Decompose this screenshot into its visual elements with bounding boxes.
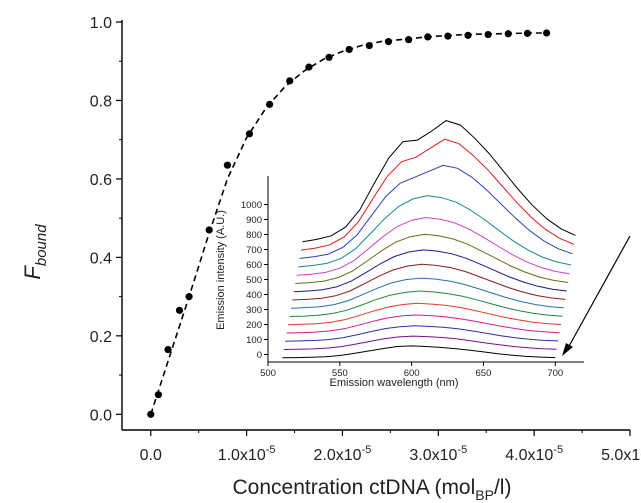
spectrum-line (289, 290, 563, 317)
inset-x-ticks: 500 550 600 650 700 (260, 362, 563, 379)
inset-x-tick-label: 700 (547, 368, 563, 379)
inset-spectra (282, 120, 576, 359)
inset-x-axis-label: Emission wavelength (nm) (330, 377, 459, 389)
y-tick-label: 0.2 (90, 329, 112, 346)
inset-y-tick-label: 0 (257, 350, 262, 361)
inset-x-tick-label: 550 (332, 368, 348, 379)
spectrum-line (300, 138, 575, 251)
data-point (164, 345, 172, 354)
y-axis-label: Fbound (20, 224, 50, 280)
inset-x-tick-label: 600 (404, 368, 420, 379)
main-plot: 0.0 0.2 0.4 0.6 0.8 1.0 0.0 1.0x10-5 2.0x10-5 3.… (20, 15, 641, 503)
data-point (384, 38, 393, 46)
data-point (484, 30, 492, 39)
y-tick-label: 0.6 (90, 172, 112, 189)
data-point (345, 45, 353, 54)
spectrum-line (285, 325, 559, 342)
data-point (504, 30, 512, 38)
inset-y-tick-label: 1000 (241, 200, 262, 211)
spectrum-line (296, 216, 570, 276)
inset-x-tick-label: 500 (260, 368, 276, 379)
inset-y-ticks: 0 100 200 300 400 500 600 700 800 900 1000 (241, 200, 268, 361)
data-point (464, 31, 472, 39)
x-axis-label: Concentration ctDNA (molBP/l) (233, 476, 512, 503)
inset-y-tick-label: 600 (246, 260, 262, 271)
spectrum-line (293, 249, 567, 293)
inset-y-tick-label: 900 (246, 215, 262, 226)
x-tick-label: 2.0x10-5 (314, 444, 372, 464)
data-point (286, 77, 294, 85)
inset-y-tick-label: 300 (246, 305, 262, 316)
inset-y-tick-label: 500 (246, 275, 262, 286)
data-point (523, 29, 532, 37)
main-axes (121, 20, 630, 431)
y-tick-label: 0.0 (90, 407, 112, 424)
data-point (543, 29, 551, 37)
spectrum-line (283, 335, 557, 350)
inset-y-tick-label: 200 (246, 320, 262, 331)
inset-x-tick-label: 650 (476, 368, 492, 379)
spectrum-line (286, 314, 560, 334)
y-tick-label: 0.4 (90, 250, 112, 267)
x-tick-label: 4.0x10-5 (505, 444, 563, 464)
main-y-ticks: 0.0 0.2 0.4 0.6 0.8 1.0 (90, 15, 122, 424)
spectrum-line (295, 233, 569, 284)
data-points (147, 29, 551, 418)
data-point (266, 100, 274, 108)
data-point (245, 130, 254, 138)
y-tick-label: 1.0 (90, 15, 112, 32)
inset-y-tick-label: 800 (246, 230, 262, 241)
spectrum-line (292, 263, 566, 301)
y-tick-label: 0.8 (90, 93, 112, 110)
inset-y-tick-label: 700 (246, 245, 262, 256)
data-point (147, 410, 155, 418)
data-point (205, 226, 213, 234)
x-tick-label: 0.0 (140, 447, 162, 464)
main-x-ticks: 0.0 1.0x10-5 2.0x10-5 3.0x10-5 4.0x10-5 5.0x1… (140, 430, 641, 464)
spectrum-line (282, 345, 556, 359)
spectrum-line (290, 277, 564, 309)
data-point (175, 306, 184, 314)
data-point (305, 63, 313, 71)
data-point (404, 36, 413, 44)
data-point (223, 161, 232, 169)
x-tick-label: 3.0x10-5 (409, 444, 467, 464)
inset-y-tick-label: 100 (246, 335, 262, 346)
spectrum-line (299, 164, 573, 259)
spectrum-line (302, 120, 576, 243)
spectrum-line (298, 195, 572, 268)
inset-plot: 0 100 200 300 400 500 600 700 800 900 1000 500 550 6… (215, 120, 631, 389)
inset-axes (267, 176, 584, 363)
x-tick-label: 1.0x10-5 (218, 444, 276, 464)
inset-y-axis-label: Emission intensity (A.U.) (215, 210, 227, 330)
data-point (325, 53, 333, 61)
data-point (365, 41, 373, 50)
data-point (424, 33, 432, 41)
data-point (185, 293, 193, 301)
data-point (444, 32, 452, 40)
trend-arrow (562, 235, 631, 356)
spectrum-line (288, 302, 562, 326)
inset-y-tick-label: 400 (246, 290, 262, 301)
x-tick-label: 5.0x10-5 (601, 444, 641, 464)
data-point (154, 391, 163, 399)
